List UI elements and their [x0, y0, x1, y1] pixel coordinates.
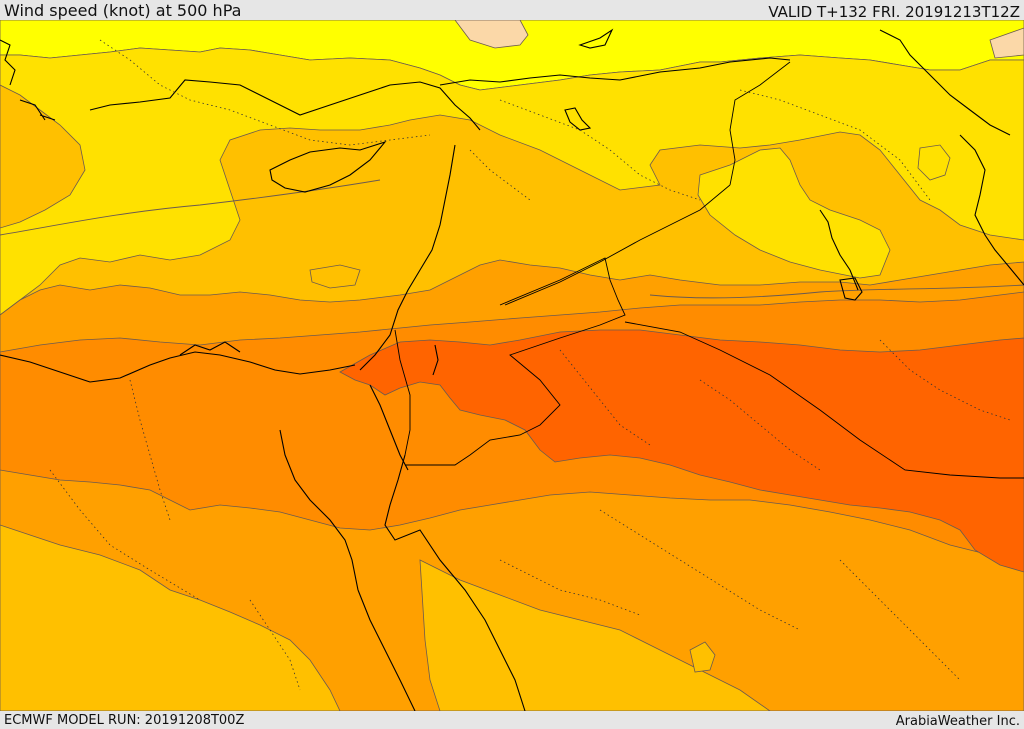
band-6 [339, 329, 1024, 573]
band-4-blob-e [689, 641, 716, 673]
footer-bar: ECMWF MODEL RUN: 20191208T00Z ArabiaWeat… [0, 711, 1024, 729]
borders [394, 61, 1024, 479]
credit-label: ArabiaWeather Inc. [895, 714, 1020, 729]
band-2-east [697, 147, 891, 279]
header-bar: Wind speed (knot) at 500 hPa VALID T+132… [0, 0, 1024, 20]
band-palest-topright [989, 27, 1024, 59]
map-title: Wind speed (knot) at 500 hPa [4, 1, 242, 20]
band-4-interior-2 [419, 559, 771, 711]
wind-speed-map[interactable] [0, 20, 1024, 711]
model-run-label: ECMWF MODEL RUN: 20191208T00Z [4, 713, 245, 728]
band-4-interior [0, 524, 341, 711]
valid-time-label: VALID T+132 FRI. 20191213T12Z [768, 3, 1020, 21]
coastline [0, 28, 1024, 711]
band-2-main [0, 47, 1024, 316]
band-2-blob [917, 144, 951, 181]
band-4-blob-jordan [309, 264, 361, 289]
admin-borders [49, 39, 1011, 691]
band-palest-top [454, 20, 529, 49]
contour-lines [0, 179, 1024, 299]
